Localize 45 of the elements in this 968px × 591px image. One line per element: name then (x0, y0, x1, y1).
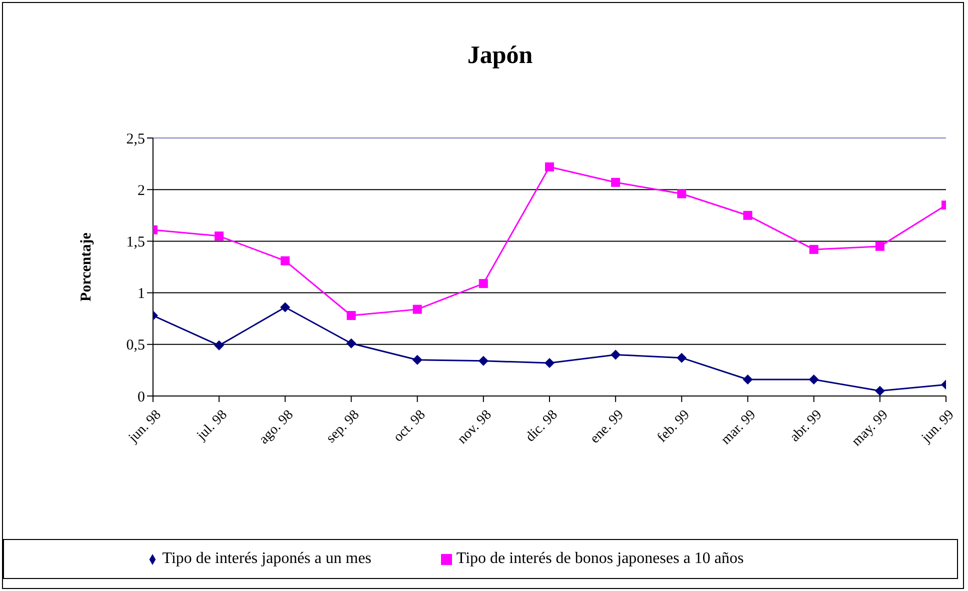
x-tick-label: feb. 99 (654, 408, 693, 446)
x-tick-label: jun. 99 (918, 408, 958, 446)
point (412, 354, 422, 365)
point (346, 311, 356, 320)
legend-label: Tipo de interés japonés a un mes (162, 550, 372, 567)
x-tick-label: dic. 98 (523, 408, 561, 446)
point (346, 338, 356, 348)
x-tick-label: ago. 98 (256, 408, 296, 448)
x-tick-label: sep. 98 (324, 408, 363, 446)
point (676, 352, 687, 363)
y-axis-title: Porcentaje (78, 232, 94, 302)
point (809, 244, 818, 254)
point (808, 374, 819, 384)
x-tick-label: abr. 99 (788, 408, 826, 446)
y-tick-label: 2 (138, 182, 145, 199)
point (611, 178, 620, 187)
y-tick-label: 0 (138, 389, 145, 406)
x-tick-label: nov. 98 (455, 408, 495, 448)
point (214, 232, 224, 241)
point (280, 256, 290, 266)
point (742, 374, 753, 384)
point (743, 210, 752, 220)
chart-title: Japón (466, 42, 534, 70)
y-tick-label: 0,5 (126, 338, 145, 354)
x-tick-label: ene. 99 (588, 408, 627, 447)
legend-label: Tipo de interés de bonos japoneses a 10 años (456, 550, 744, 567)
x-tick-label: mar. 99 (718, 408, 760, 448)
point (875, 242, 884, 251)
point (280, 302, 290, 312)
point (545, 162, 554, 172)
y-tick-label: 1 (138, 286, 145, 302)
y-tick-label: 2,5 (126, 131, 145, 148)
point (478, 279, 488, 288)
point (874, 386, 885, 396)
point (610, 350, 621, 360)
x-tick-label: jul. 98 (194, 408, 230, 444)
x-tick-label: oct. 98 (391, 408, 429, 446)
point (412, 304, 422, 314)
x-tick-label: jun. 98 (126, 408, 164, 446)
point (214, 340, 224, 350)
point (544, 358, 554, 368)
x-tick-label: may. 99 (849, 408, 892, 450)
y-tick-label: 1,5 (126, 234, 145, 251)
point (478, 356, 488, 366)
point (677, 189, 686, 198)
